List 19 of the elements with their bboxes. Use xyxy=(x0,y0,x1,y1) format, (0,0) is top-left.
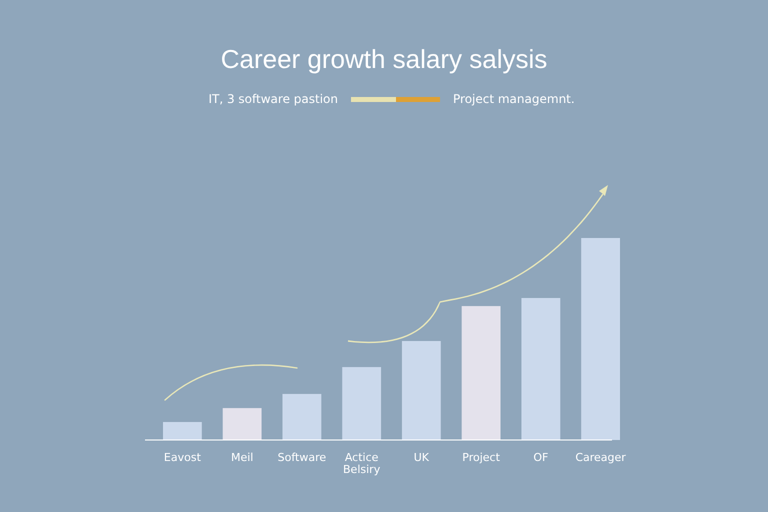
chart-title: Career growth salary salysis xyxy=(220,44,548,74)
x-tick-label: Project xyxy=(462,451,501,464)
x-tick-label: UK xyxy=(414,451,430,464)
bar xyxy=(521,298,560,440)
x-tick-label: Software xyxy=(278,451,326,464)
text: Project managemnt. xyxy=(453,92,575,106)
bar xyxy=(282,394,322,440)
x-tick-label: Meil xyxy=(230,451,254,464)
bar xyxy=(342,367,382,440)
bar xyxy=(402,341,441,440)
x-tick-label: Actice Belsiry xyxy=(343,451,381,476)
x-tick-label: Eavost xyxy=(164,451,202,464)
text: IT, 3 software pastion xyxy=(208,92,338,106)
bar xyxy=(163,422,202,440)
bar xyxy=(222,408,262,440)
bar xyxy=(462,306,501,440)
x-tick-label: Careager xyxy=(575,451,626,464)
bar xyxy=(581,238,620,440)
x-tick-label: OF xyxy=(533,451,548,464)
